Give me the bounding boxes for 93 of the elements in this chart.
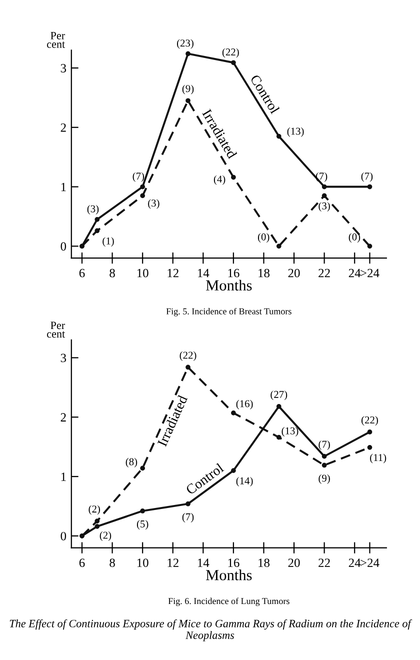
point bbox=[276, 434, 282, 440]
annotation: (22) bbox=[362, 416, 378, 426]
annotation: (4) bbox=[214, 175, 226, 185]
x-tick-label: 14 bbox=[198, 558, 210, 567]
point bbox=[322, 193, 327, 198]
x-tick-label: 24 bbox=[348, 268, 361, 278]
point bbox=[367, 244, 372, 249]
point bbox=[322, 462, 327, 468]
annotation: (7) bbox=[132, 172, 144, 182]
annotation: (23) bbox=[177, 39, 194, 49]
annotation: (9) bbox=[182, 84, 194, 94]
x-tick-label: 6 bbox=[79, 268, 85, 278]
x-tick-label: 12 bbox=[168, 268, 178, 278]
annotation: (14) bbox=[236, 476, 253, 486]
point bbox=[367, 184, 372, 190]
annotation: (2) bbox=[100, 531, 112, 541]
x-tick-label: 22 bbox=[318, 558, 330, 567]
point bbox=[186, 501, 190, 506]
x-tick-label: 16 bbox=[228, 558, 240, 568]
x-tick-label: 24 bbox=[348, 558, 361, 567]
text: Fig. 6. Incidence of Lung Tumors bbox=[168, 598, 290, 606]
point bbox=[94, 228, 100, 234]
text: The Effect of Continuous Exposure of Mice to Gamma Rays of Radium on the Incidence of Neoplasms bbox=[10, 619, 412, 642]
point bbox=[140, 184, 146, 190]
point bbox=[186, 98, 190, 104]
y-tick-label: 0 bbox=[60, 532, 66, 540]
x-tick-label: 8 bbox=[110, 268, 115, 278]
y-axis-title: Per cent bbox=[47, 322, 66, 338]
y-tick-label: 1 bbox=[61, 472, 66, 481]
annotation: (7) bbox=[182, 513, 194, 522]
point bbox=[367, 430, 372, 434]
annotation: (11) bbox=[370, 454, 386, 464]
point bbox=[322, 184, 327, 190]
x-tick-label: 22 bbox=[318, 268, 330, 278]
x-tick-label: 18 bbox=[258, 558, 270, 568]
point bbox=[231, 60, 236, 66]
x-tick-label: 16 bbox=[228, 268, 240, 278]
x-tick-label: 20 bbox=[288, 558, 300, 568]
annotation: (22) bbox=[222, 48, 239, 58]
annotation: (16) bbox=[236, 400, 253, 410]
x-tick-label: 10 bbox=[137, 268, 148, 278]
annotation: (2) bbox=[88, 505, 100, 515]
text: Fig. 5. Incidence of Breast Tumors bbox=[166, 308, 292, 316]
annotation: (7) bbox=[318, 440, 330, 450]
y-tick-label: 2 bbox=[60, 413, 66, 422]
point bbox=[231, 174, 236, 180]
point bbox=[367, 444, 372, 450]
point bbox=[94, 524, 100, 529]
annotation: (8) bbox=[126, 458, 138, 468]
annotation: (13) bbox=[282, 427, 298, 436]
point bbox=[186, 364, 190, 370]
x-tick-label: 20 bbox=[288, 268, 300, 278]
point bbox=[140, 466, 146, 471]
point bbox=[276, 244, 282, 249]
x-tick-label: 18 bbox=[258, 268, 270, 278]
x-tick-label: 6 bbox=[79, 558, 85, 568]
point bbox=[140, 508, 146, 514]
x-axis-title: Months bbox=[206, 280, 252, 291]
annotation: (27) bbox=[270, 390, 288, 400]
point bbox=[94, 518, 100, 524]
y-tick-label: 3 bbox=[60, 354, 66, 362]
annotation: (0) bbox=[258, 233, 270, 243]
y-tick-label: 2 bbox=[60, 123, 66, 132]
annotation: (0) bbox=[348, 233, 360, 243]
annotation: (22) bbox=[180, 351, 196, 361]
y-tick-label: 3 bbox=[60, 64, 66, 72]
annotation: (7) bbox=[361, 172, 373, 182]
annotation: (7) bbox=[316, 172, 328, 182]
x-tick-label: >24 bbox=[360, 268, 380, 278]
point bbox=[186, 51, 190, 56]
x-tick-label: 14 bbox=[198, 268, 210, 278]
annotation: (1) bbox=[102, 237, 114, 247]
point bbox=[231, 468, 236, 474]
y-axis-title: Per cent bbox=[47, 32, 66, 48]
annotation: (13) bbox=[287, 127, 304, 137]
point bbox=[140, 193, 146, 198]
x-axis-title: Months bbox=[206, 570, 252, 580]
x-tick-label: 12 bbox=[168, 558, 178, 567]
annotation: (3) bbox=[148, 199, 160, 209]
point bbox=[276, 404, 282, 409]
point bbox=[276, 134, 282, 139]
annotation: (3) bbox=[318, 202, 330, 212]
annotation: (3) bbox=[87, 205, 99, 214]
point bbox=[322, 454, 327, 459]
x-tick-label: 10 bbox=[137, 558, 148, 568]
x-tick-label: 8 bbox=[110, 558, 115, 568]
y-tick-label: 1 bbox=[61, 182, 66, 192]
annotation: (5) bbox=[136, 520, 148, 530]
x-tick-label: >24 bbox=[360, 558, 380, 567]
y-tick-label: 0 bbox=[60, 242, 66, 251]
annotation: (9) bbox=[318, 474, 330, 484]
point bbox=[94, 217, 100, 222]
point bbox=[231, 410, 236, 416]
